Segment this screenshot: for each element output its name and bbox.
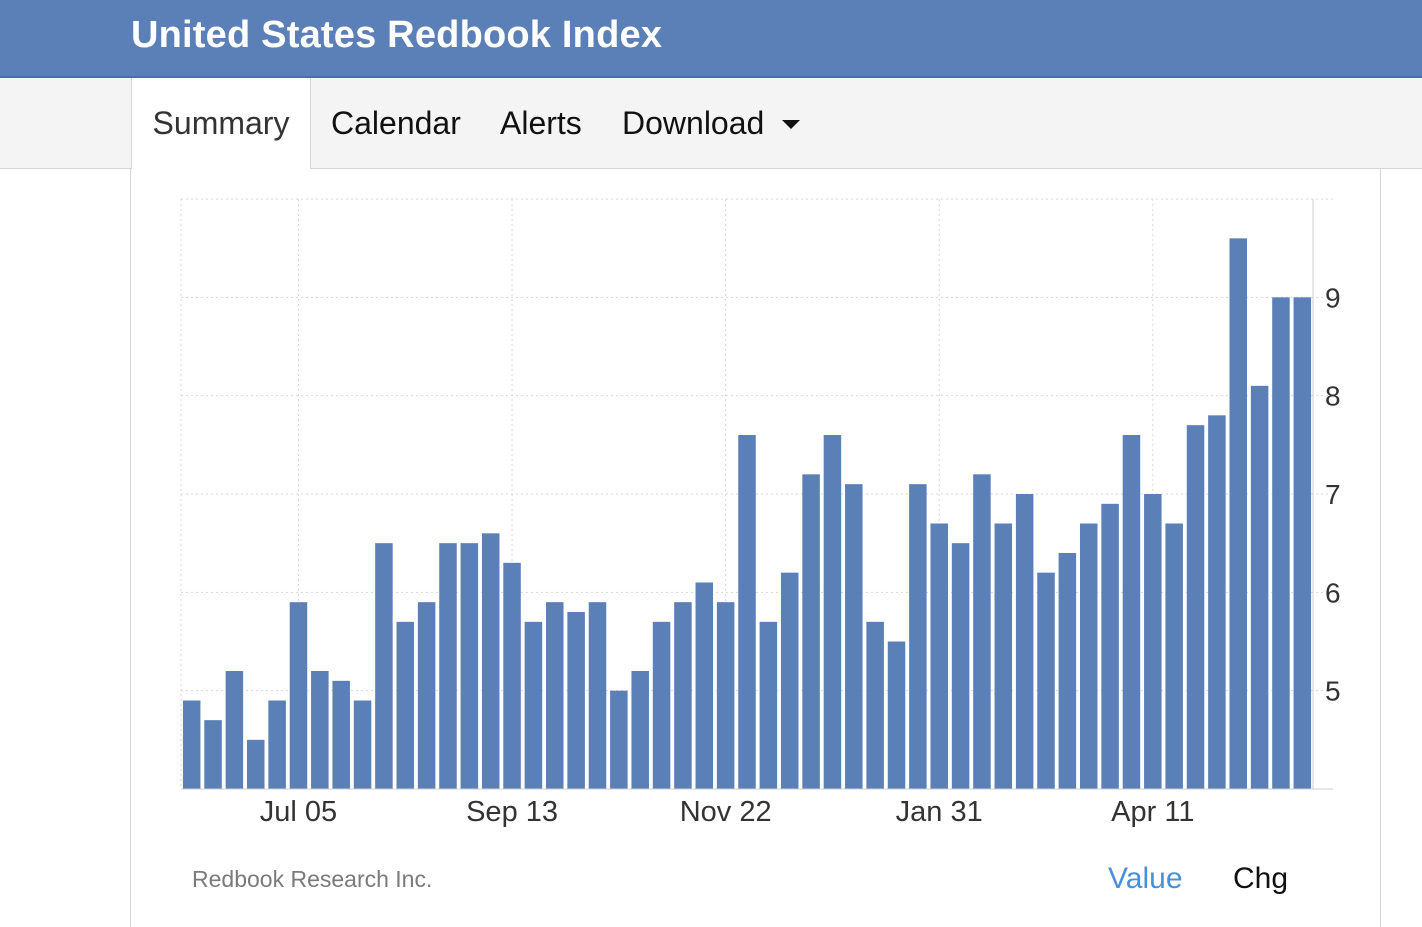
bar: [631, 671, 649, 789]
bar: [1165, 523, 1183, 789]
bar: [759, 621, 778, 789]
bar: [1272, 297, 1290, 789]
bar: [652, 621, 671, 789]
bar: [1015, 494, 1034, 789]
bar: [588, 602, 607, 789]
bar: [417, 602, 436, 789]
y-tick-label: 8: [1325, 381, 1341, 412]
bar: [1293, 297, 1312, 789]
tab-download[interactable]: Download: [622, 78, 801, 168]
y-tick-label: 5: [1325, 676, 1341, 707]
bar: [887, 641, 906, 789]
bar: [332, 680, 350, 789]
bar: [246, 739, 265, 789]
x-tick-label: Jul 05: [260, 796, 337, 828]
bar: [353, 700, 372, 789]
bar: [225, 671, 244, 789]
bar: [1079, 523, 1098, 789]
bar: [567, 612, 585, 789]
y-tick-label: 7: [1325, 479, 1341, 510]
bar: [1037, 572, 1055, 789]
bar: [1229, 238, 1248, 790]
bar: [460, 543, 479, 789]
bar: [182, 700, 201, 789]
page-title: United States Redbook Index: [131, 14, 663, 56]
change-toggle[interactable]: Chg: [1233, 862, 1289, 895]
value-toggle[interactable]: Value: [1108, 862, 1183, 895]
y-tick-label: 6: [1325, 577, 1341, 608]
bar: [396, 621, 415, 789]
bar: [823, 435, 842, 789]
bar: [375, 543, 393, 789]
chart-source: Redbook Research Inc.: [192, 866, 433, 892]
bar: [1208, 415, 1226, 789]
bar: [802, 474, 820, 789]
bar: [780, 572, 799, 789]
page-header: United States Redbook Index: [0, 0, 1422, 78]
bar: [546, 602, 564, 789]
tab-summary[interactable]: Summary: [131, 78, 311, 169]
x-tick-label: Jan 31: [896, 796, 983, 828]
bar: [973, 474, 991, 789]
bar: [930, 523, 948, 789]
bar: [1122, 435, 1141, 789]
bar: [439, 543, 457, 789]
bar: [1144, 494, 1162, 789]
bar: [1186, 425, 1205, 789]
bar: [311, 671, 329, 789]
caret-down-icon: [782, 120, 801, 129]
bar: [524, 621, 543, 789]
chart-axes: 5 6 7 8 9 Jul 05 Sep 13 Nov 22 Jan 31 Apr 11: [181, 199, 1341, 828]
bar: [1058, 553, 1077, 789]
x-tick-label: Sep 13: [466, 796, 558, 828]
bar: [738, 435, 756, 789]
bar: [866, 621, 884, 789]
bar: [289, 602, 308, 789]
bar: [909, 484, 927, 789]
y-tick-label: 9: [1325, 282, 1341, 313]
bar: [695, 582, 714, 789]
tab-download-label: Download: [622, 105, 765, 141]
bar: [610, 690, 628, 789]
tab-bar: Summary Calendar Alerts Download: [0, 78, 1422, 169]
bar: [951, 543, 970, 789]
bar: [481, 533, 500, 789]
bar: [268, 700, 286, 789]
bar: [1250, 385, 1269, 789]
tab-alerts[interactable]: Alerts: [500, 105, 582, 141]
bar: [994, 523, 1013, 789]
bar: [845, 484, 863, 789]
bar: [503, 562, 521, 789]
bar: [716, 602, 735, 789]
chart-bars: [182, 238, 1312, 790]
bar: [204, 720, 222, 789]
bar: [674, 602, 692, 789]
bar: [1101, 503, 1119, 789]
tab-calendar[interactable]: Calendar: [331, 105, 461, 141]
x-tick-label: Nov 22: [680, 796, 772, 828]
x-tick-label: Apr 11: [1111, 796, 1194, 828]
